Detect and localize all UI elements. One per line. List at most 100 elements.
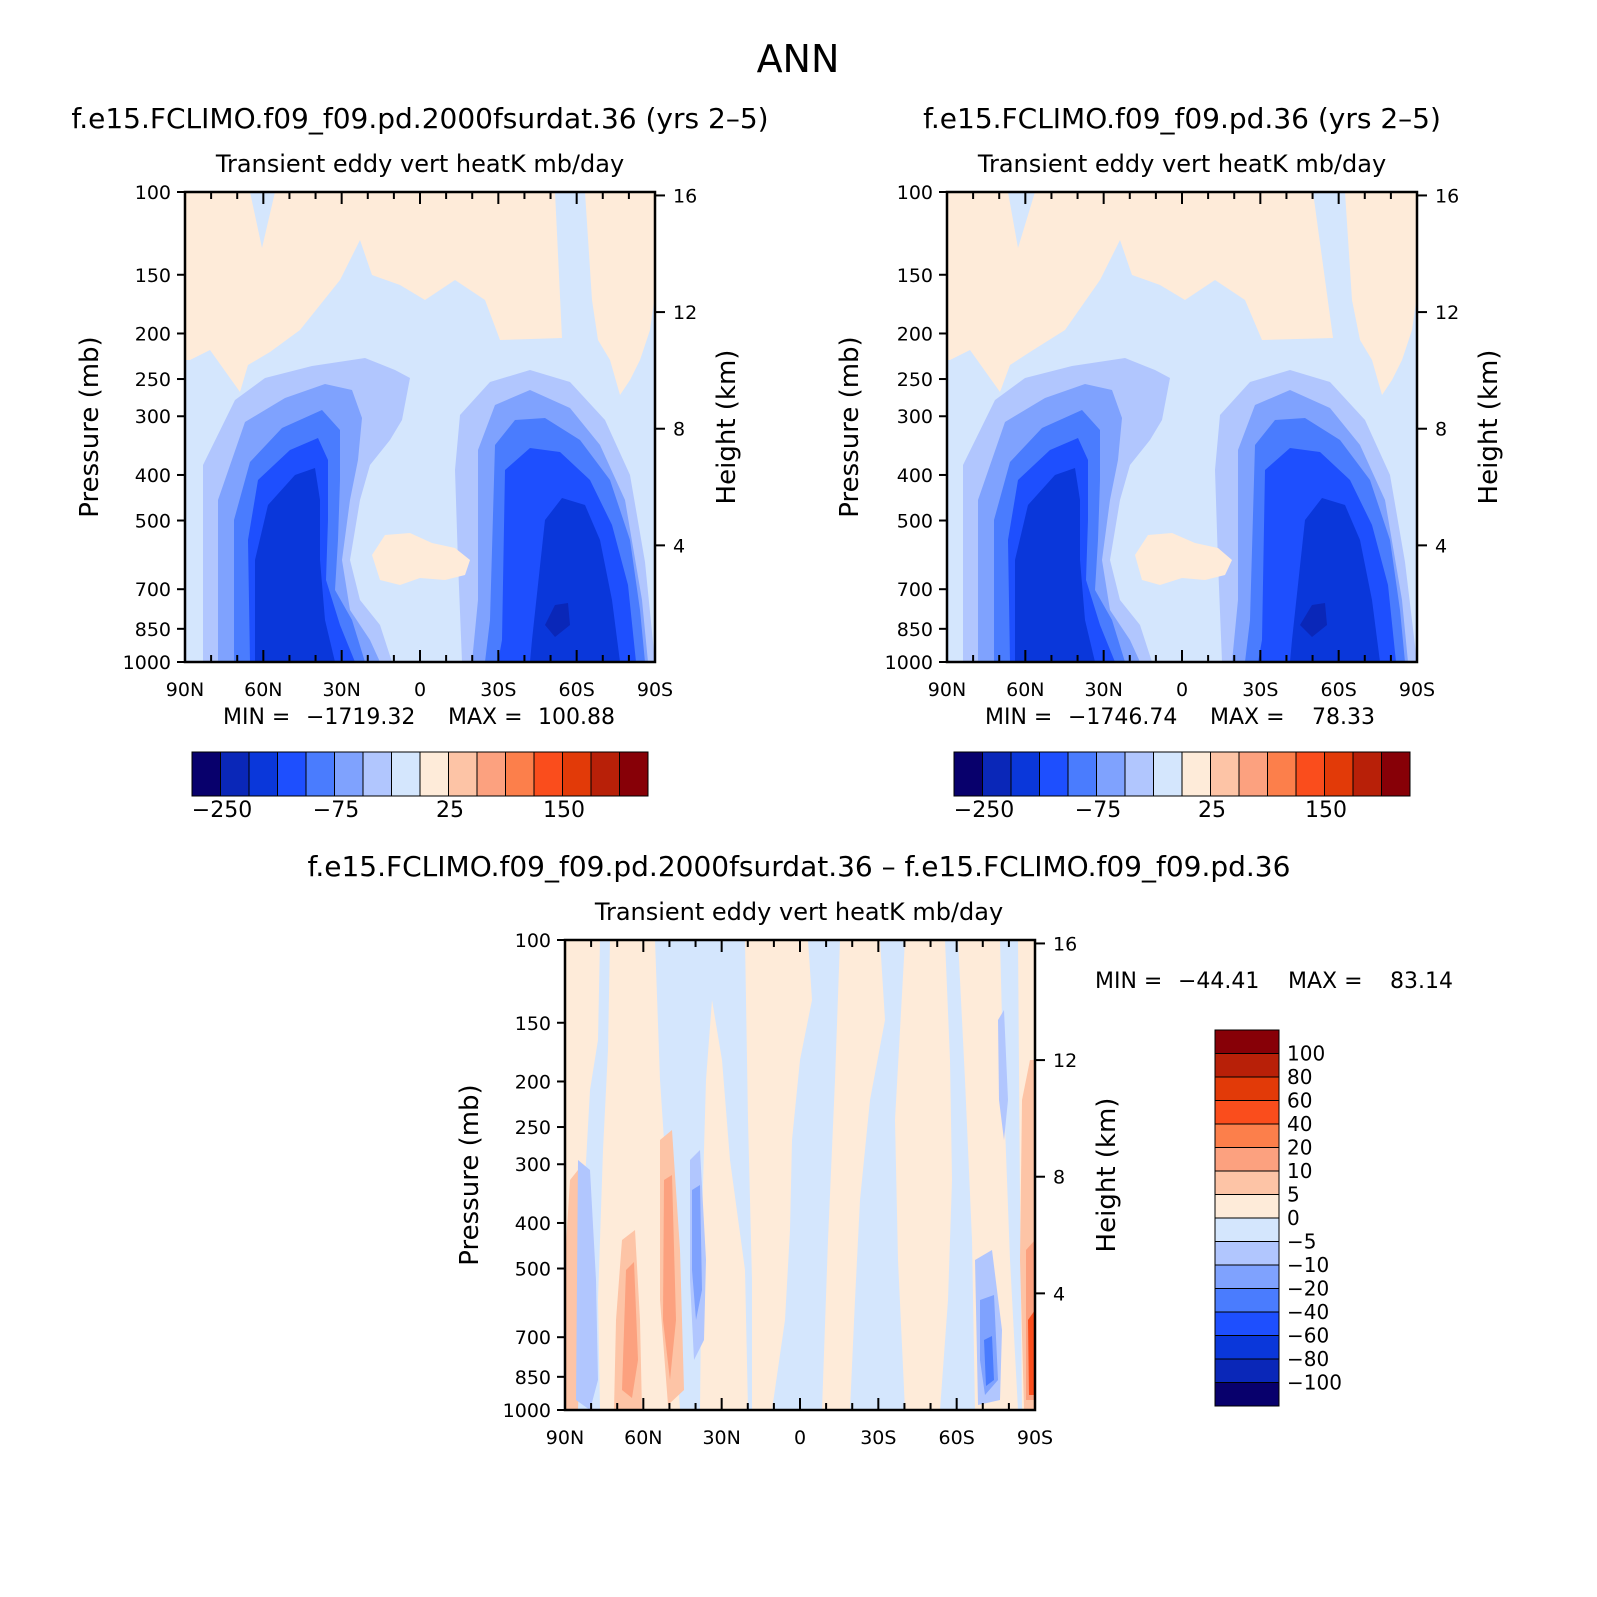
panel-2-yticklabel: 150 [897, 265, 933, 287]
panel-2-ylabel-right: Height (km) [1474, 350, 1504, 505]
panel-3-yticklabel: 850 [515, 1367, 551, 1389]
panel-3-yticklabel-right: 12 [1053, 1050, 1077, 1072]
panel-1-yticklabel: 500 [135, 511, 171, 533]
panel-1-upper-positive-region [185, 192, 562, 392]
panel-1-cb-label-3: 150 [543, 798, 585, 823]
panel-3-cb-label: 60 [1287, 1089, 1312, 1113]
panel-2-colorbar-box [953, 751, 983, 797]
panel-1-subtitle: Transient eddy vert heatK mb/day [215, 150, 624, 178]
panel-3-yticklabel: 100 [515, 930, 551, 952]
panel-2-xticklabels: 90N 60N 30N 0 30S 60S 90S [928, 679, 1435, 701]
panel-2-colorbar [953, 751, 1411, 797]
panel-2-sh-dark-core [1300, 603, 1327, 637]
panel-2-yticklabel-right: 12 [1435, 302, 1459, 324]
panel-1-plot [177, 190, 665, 664]
panel-1-yticklabel: 1000 [123, 652, 171, 674]
panel-3-pos-band-6 [895, 940, 952, 1410]
panel-1-ylabel-right: Height (km) [712, 350, 742, 505]
panel-1-min-label: MIN = [223, 705, 290, 730]
panel-1-colorbar-box [248, 751, 278, 797]
panel-3-cb-label: −60 [1287, 1324, 1329, 1348]
panel-3-cb-label: 10 [1287, 1159, 1312, 1183]
panel-3-cb-label: 80 [1287, 1065, 1312, 1089]
panel-1-yticklabel-right: 4 [673, 535, 685, 557]
panel-1-xticklabel: 30S [480, 679, 516, 701]
panel-1-colorbar-box [533, 751, 563, 797]
panel-1-nh-core [255, 468, 335, 662]
panel-3-xticklabel: 90N [546, 1427, 584, 1449]
panel-3-colorbar [1214, 1029, 1280, 1407]
panel-2-yticklabels-right: 16 12 8 4 [1435, 185, 1459, 557]
panel-2-yticklabel: 250 [897, 369, 933, 391]
panel-1-stats: MIN = −1719.32 MAX = 100.88 [223, 705, 615, 730]
panel-3-mod-neg-1 [692, 1185, 702, 1320]
panel-1: f.e15.FCLIMO.f09_f09.pd.2000fsurdat.36 (… [71, 102, 768, 823]
panel-2-subtitle: Transient eddy vert heatK mb/day [977, 150, 1386, 178]
figure-title: ANN [757, 37, 840, 81]
panel-3-yticklabel-right: 16 [1053, 933, 1077, 955]
panel-2-mid-positive-blob [1135, 533, 1232, 585]
panel-1-sh-dark-core [545, 603, 570, 637]
panel-3-colorbar-box [1214, 1053, 1280, 1078]
panel-3-stats: MIN = −44.41 MAX = 83.14 [1095, 969, 1453, 994]
panel-3-cb-label: 100 [1287, 1042, 1325, 1066]
panel-3-pos-band-5 [822, 940, 885, 1410]
panel-1-colorbar-box [476, 751, 506, 797]
panel-1-yticklabel-right: 12 [673, 302, 697, 324]
panel-2-xticklabel: 90S [1399, 679, 1435, 701]
panel-1-xticklabel: 60N [244, 679, 282, 701]
panel-3-title: f.e15.FCLIMO.f09_f09.pd.2000fsurdat.36 –… [308, 850, 1291, 883]
panel-2-yticklabel: 300 [897, 406, 933, 428]
panel-1-yticklabels-right: 16 12 8 4 [673, 185, 697, 557]
panel-1-colorbar-labels: −250 −75 25 150 [192, 798, 585, 823]
panel-2-yticklabel-right: 16 [1435, 185, 1459, 207]
panel-2-xticklabel: 60N [1006, 679, 1044, 701]
panel-1-mid-positive-blob [372, 533, 470, 585]
panel-1-cb-label-0: −250 [192, 798, 252, 823]
panel-3-pos-band-4 [745, 940, 812, 1410]
panel-3-colorbar-box [1214, 1170, 1280, 1195]
panel-1-yticklabel: 100 [135, 182, 171, 204]
panel-3-colorbar-box [1214, 1311, 1280, 1336]
panel-2-colorbar-box [1324, 751, 1354, 797]
panel-3-cb-label: −5 [1287, 1230, 1316, 1254]
panel-3-neg-band-1 [576, 1160, 598, 1410]
panel-3-colorbar-box [1214, 1194, 1280, 1219]
panel-2-max-value: 78.33 [1312, 705, 1375, 730]
panel-3-min-label: MIN = [1095, 969, 1162, 994]
panel-3-xticklabel: 30S [860, 1427, 896, 1449]
panel-3-xticklabel: 90S [1017, 1427, 1053, 1449]
panel-3-colorbar-box [1214, 1241, 1280, 1266]
panel-3-yticklabel: 150 [515, 1013, 551, 1035]
panel-3-axis-ticks [557, 939, 1045, 1411]
panel-2-yticklabel-right: 4 [1435, 535, 1447, 557]
panel-1-yticklabel: 150 [135, 265, 171, 287]
panel-3-cb-label: −80 [1287, 1347, 1329, 1371]
panel-2-title: f.e15.FCLIMO.f09_f09.pd.36 (yrs 2–5) [923, 102, 1441, 135]
panel-1-colorbar-box [505, 751, 535, 797]
panel-3-yticklabel: 1000 [503, 1400, 551, 1422]
panel-3-colorbar-box [1214, 1264, 1280, 1289]
panel-3-subtitle: Transient eddy vert heatK mb/day [594, 898, 1003, 926]
panel-2-upper-positive-region [947, 192, 1333, 392]
panel-3: f.e15.FCLIMO.f09_f09.pd.2000fsurdat.36 –… [308, 850, 1453, 1449]
panel-1-min-value: −1719.32 [306, 705, 415, 730]
panel-1-upper-positive-right [585, 192, 655, 395]
panel-3-strong-pos-2 [663, 1175, 676, 1380]
panel-2-yticklabel: 700 [897, 579, 933, 601]
panel-3-yticklabel: 250 [515, 1117, 551, 1139]
panel-3-min-value: −44.41 [1178, 969, 1259, 994]
panel-2-min-value: −1746.74 [1068, 705, 1177, 730]
panel-1-max-label: MAX = [448, 705, 523, 730]
panel-3-ylabel: Pressure (mb) [455, 1084, 485, 1265]
panel-1-title: f.e15.FCLIMO.f09_f09.pd.2000fsurdat.36 (… [71, 102, 768, 135]
panel-2-cb-label-0: −250 [954, 798, 1014, 823]
panel-3-xticklabel: 0 [794, 1427, 806, 1449]
panel-1-yticklabel: 700 [135, 579, 171, 601]
panel-3-colorbar-box [1214, 1217, 1280, 1242]
panel-3-colorbar-box [1214, 1288, 1280, 1313]
panel-2-yticklabel-right: 8 [1435, 419, 1447, 441]
panel-2-axis-ticks [939, 191, 1427, 663]
panel-1-xticklabel: 60S [559, 679, 595, 701]
panel-1-colorbar [191, 751, 649, 797]
